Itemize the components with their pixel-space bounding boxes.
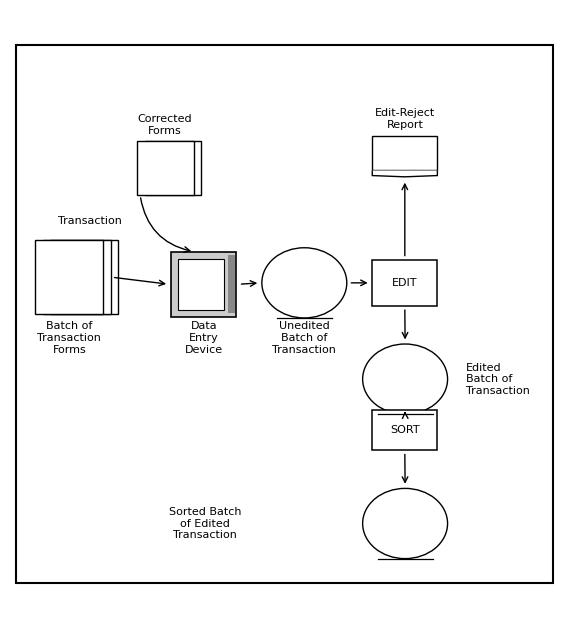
- Text: Sorted Batch
of Edited
Transaction: Sorted Batch of Edited Transaction: [169, 507, 241, 540]
- Bar: [228, 255, 235, 313]
- Text: EDIT: EDIT: [393, 278, 418, 288]
- Text: SORT: SORT: [390, 425, 420, 435]
- Text: Edited
Batch of
Transaction: Edited Batch of Transaction: [465, 362, 530, 396]
- Text: Transaction: Transaction: [58, 216, 122, 226]
- Bar: [145, 141, 201, 195]
- Bar: [171, 252, 236, 317]
- Text: Data
Entry
Device: Data Entry Device: [185, 322, 223, 355]
- Text: Batch of
Transaction
Forms: Batch of Transaction Forms: [38, 322, 101, 355]
- Bar: [137, 141, 194, 195]
- Text: Edit-Reject
Report: Edit-Reject Report: [375, 109, 435, 130]
- Bar: [35, 241, 104, 314]
- Text: Corrected
Forms: Corrected Forms: [138, 114, 192, 136]
- Bar: [178, 259, 224, 310]
- Bar: [372, 136, 438, 170]
- Bar: [43, 241, 110, 314]
- Bar: [50, 241, 118, 314]
- Bar: [372, 410, 438, 450]
- Text: Unedited
Batch of
Transaction: Unedited Batch of Transaction: [273, 322, 336, 355]
- Bar: [372, 260, 438, 305]
- PathPatch shape: [372, 170, 438, 177]
